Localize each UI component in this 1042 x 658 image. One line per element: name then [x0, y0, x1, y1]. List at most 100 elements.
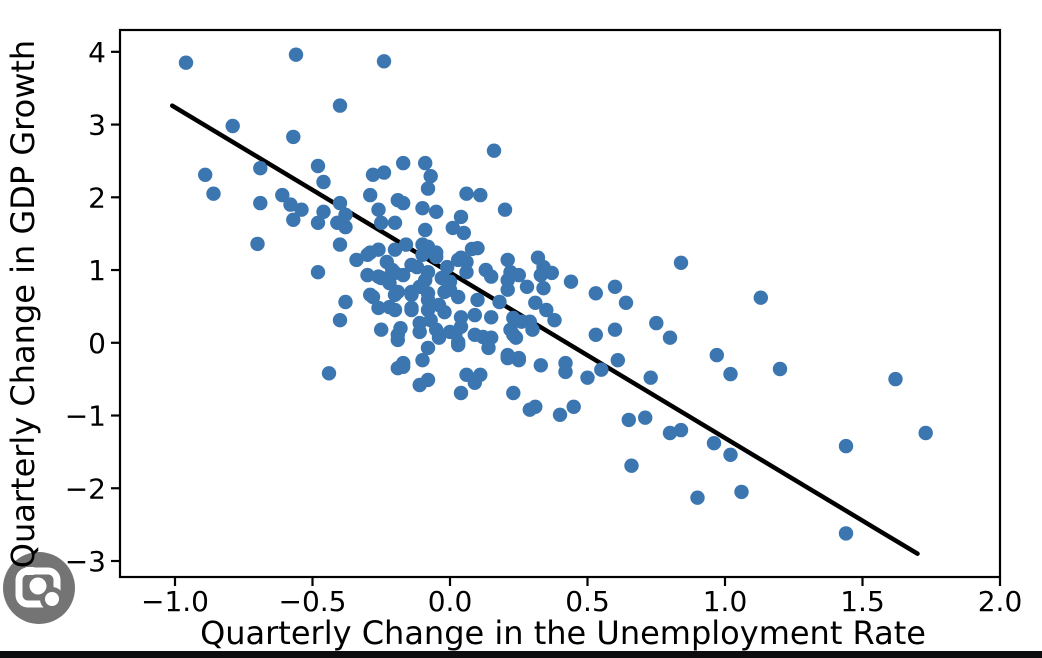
x-tick-label: 0.5	[565, 585, 610, 618]
data-point	[459, 265, 474, 280]
data-point	[431, 330, 447, 345]
data-point	[374, 322, 389, 337]
data-point	[365, 167, 381, 182]
bottom-bar	[0, 651, 1042, 658]
data-point	[418, 222, 433, 238]
data-point	[275, 187, 290, 203]
data-point	[206, 186, 221, 201]
data-point	[294, 202, 309, 217]
data-point	[638, 410, 653, 425]
y-tick-label: −2	[65, 472, 106, 505]
data-point	[338, 219, 353, 235]
data-point	[332, 237, 348, 252]
data-point	[310, 215, 326, 230]
data-point	[888, 371, 903, 387]
y-tick-label: −3	[65, 545, 106, 578]
data-point	[772, 361, 788, 377]
data-point	[423, 169, 438, 184]
x-axis-title: Quarterly Change in the Unemployment Rat…	[200, 614, 926, 652]
data-point	[673, 255, 689, 270]
data-point	[753, 290, 768, 305]
data-point	[500, 282, 515, 297]
data-point	[607, 322, 623, 337]
data-point	[420, 340, 436, 356]
data-point	[522, 402, 537, 417]
data-point	[415, 247, 430, 262]
data-point	[558, 364, 573, 380]
data-point	[588, 286, 603, 301]
data-point	[552, 407, 568, 422]
data-point	[662, 425, 678, 441]
data-point	[409, 259, 425, 275]
data-point	[253, 195, 268, 211]
data-point	[588, 327, 603, 342]
data-point	[662, 330, 678, 345]
data-point	[316, 174, 331, 190]
data-point	[360, 267, 375, 283]
data-point	[349, 252, 364, 268]
data-point	[429, 204, 444, 219]
data-point	[440, 259, 455, 275]
data-point	[838, 438, 854, 454]
google-lens-icon[interactable]	[2, 550, 78, 626]
data-point	[580, 370, 595, 385]
data-point	[475, 329, 491, 345]
y-tick-label: 0	[88, 327, 106, 360]
data-point	[539, 302, 554, 318]
y-tick-label: 1	[88, 254, 106, 287]
x-axis-ticks: −1.0 −0.5 0.0 0.5 1.0 1.5 2.0	[141, 577, 1022, 618]
data-point	[418, 155, 433, 171]
data-point	[286, 212, 301, 227]
data-point	[497, 202, 513, 217]
scatter-points	[178, 47, 933, 541]
data-point	[481, 340, 496, 356]
data-point	[492, 294, 507, 310]
data-point	[533, 267, 548, 283]
data-point	[434, 270, 449, 286]
data-point	[453, 385, 469, 401]
data-point	[374, 270, 389, 286]
data-point	[286, 129, 301, 145]
data-point	[321, 366, 337, 381]
x-tick-label: −1.0	[141, 585, 209, 618]
x-tick-label: 1.5	[840, 585, 885, 618]
data-point	[649, 315, 664, 331]
data-point	[594, 362, 609, 377]
data-point	[484, 269, 499, 284]
data-point	[363, 245, 378, 260]
plot-frame	[118, 28, 1002, 579]
x-tick-label: 2.0	[978, 585, 1023, 618]
data-point	[506, 327, 521, 342]
data-point	[528, 295, 543, 310]
data-point	[643, 370, 658, 385]
data-point	[673, 422, 689, 438]
data-point	[500, 350, 515, 366]
data-point	[519, 279, 535, 294]
data-point	[225, 118, 240, 134]
data-point	[723, 447, 738, 462]
data-point	[363, 187, 378, 203]
camera-viewfinder-icon	[15, 567, 64, 611]
data-point	[484, 310, 499, 325]
y-axis-title: Quarterly Change in GDP Growth	[4, 40, 42, 568]
data-point	[310, 265, 326, 280]
data-point	[442, 282, 458, 297]
y-tick-label: −1	[65, 400, 106, 433]
data-point	[387, 242, 403, 257]
data-point	[371, 202, 386, 217]
data-point	[332, 98, 348, 113]
data-point	[734, 484, 749, 500]
data-point	[453, 319, 469, 334]
x-tick-label: 0.0	[428, 585, 473, 618]
y-tick-label: 2	[88, 181, 106, 214]
data-point	[250, 236, 265, 252]
data-point	[412, 315, 427, 331]
data-point	[390, 284, 405, 300]
data-point	[253, 161, 268, 176]
data-point	[376, 165, 392, 180]
data-point	[511, 267, 526, 283]
data-point	[506, 385, 521, 401]
data-point	[618, 295, 634, 310]
data-point	[544, 265, 559, 281]
data-point	[563, 274, 579, 289]
